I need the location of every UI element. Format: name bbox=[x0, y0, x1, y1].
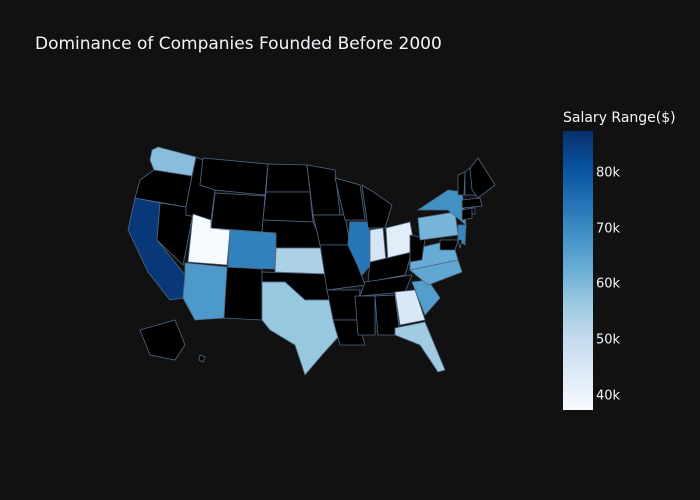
state-ia[interactable] bbox=[312, 214, 351, 246]
state-nd[interactable] bbox=[265, 163, 311, 193]
state-md[interactable] bbox=[439, 239, 459, 251]
state-nv[interactable] bbox=[156, 202, 194, 266]
colorbar-tick: 60k bbox=[596, 276, 621, 292]
state-pa[interactable] bbox=[417, 211, 459, 241]
colorbar-gradient bbox=[563, 131, 593, 410]
state-mi[interactable] bbox=[361, 184, 393, 229]
colorbar-tick: 40k bbox=[596, 388, 621, 404]
chart-title: Dominance of Companies Founded Before 20… bbox=[35, 34, 442, 54]
colorbar-tick: 70k bbox=[596, 221, 621, 237]
state-me[interactable] bbox=[469, 157, 496, 199]
state-ks[interactable] bbox=[274, 247, 328, 275]
state-fl[interactable] bbox=[394, 321, 446, 373]
state-ms[interactable] bbox=[354, 295, 376, 336]
state-ga[interactable] bbox=[394, 289, 426, 326]
state-sd[interactable] bbox=[262, 191, 314, 223]
state-or[interactable] bbox=[134, 169, 193, 208]
state-nm[interactable] bbox=[223, 266, 263, 321]
state-il[interactable] bbox=[347, 221, 374, 276]
state-ak[interactable] bbox=[139, 319, 186, 361]
colorbar bbox=[563, 131, 593, 410]
state-ky[interactable] bbox=[367, 251, 413, 283]
state-vt[interactable] bbox=[457, 171, 466, 196]
state-co[interactable] bbox=[227, 229, 277, 270]
state-ct[interactable] bbox=[461, 207, 473, 221]
state-wy[interactable] bbox=[210, 192, 266, 233]
state-az[interactable] bbox=[182, 262, 228, 321]
states-layer bbox=[127, 146, 496, 376]
state-ma[interactable] bbox=[461, 197, 483, 209]
state-hi[interactable] bbox=[198, 354, 206, 363]
state-tx[interactable] bbox=[261, 281, 341, 376]
colorbar-tick: 50k bbox=[596, 332, 621, 348]
state-mt[interactable] bbox=[199, 157, 269, 196]
state-ar[interactable] bbox=[326, 289, 361, 321]
colorbar-title: Salary Range($) bbox=[563, 110, 676, 126]
state-wi[interactable] bbox=[334, 177, 366, 221]
state-ri[interactable] bbox=[471, 207, 476, 215]
colorbar-tick: 80k bbox=[596, 165, 621, 181]
state-de[interactable] bbox=[457, 239, 463, 249]
state-ny[interactable] bbox=[416, 189, 467, 226]
state-mn[interactable] bbox=[306, 164, 341, 216]
